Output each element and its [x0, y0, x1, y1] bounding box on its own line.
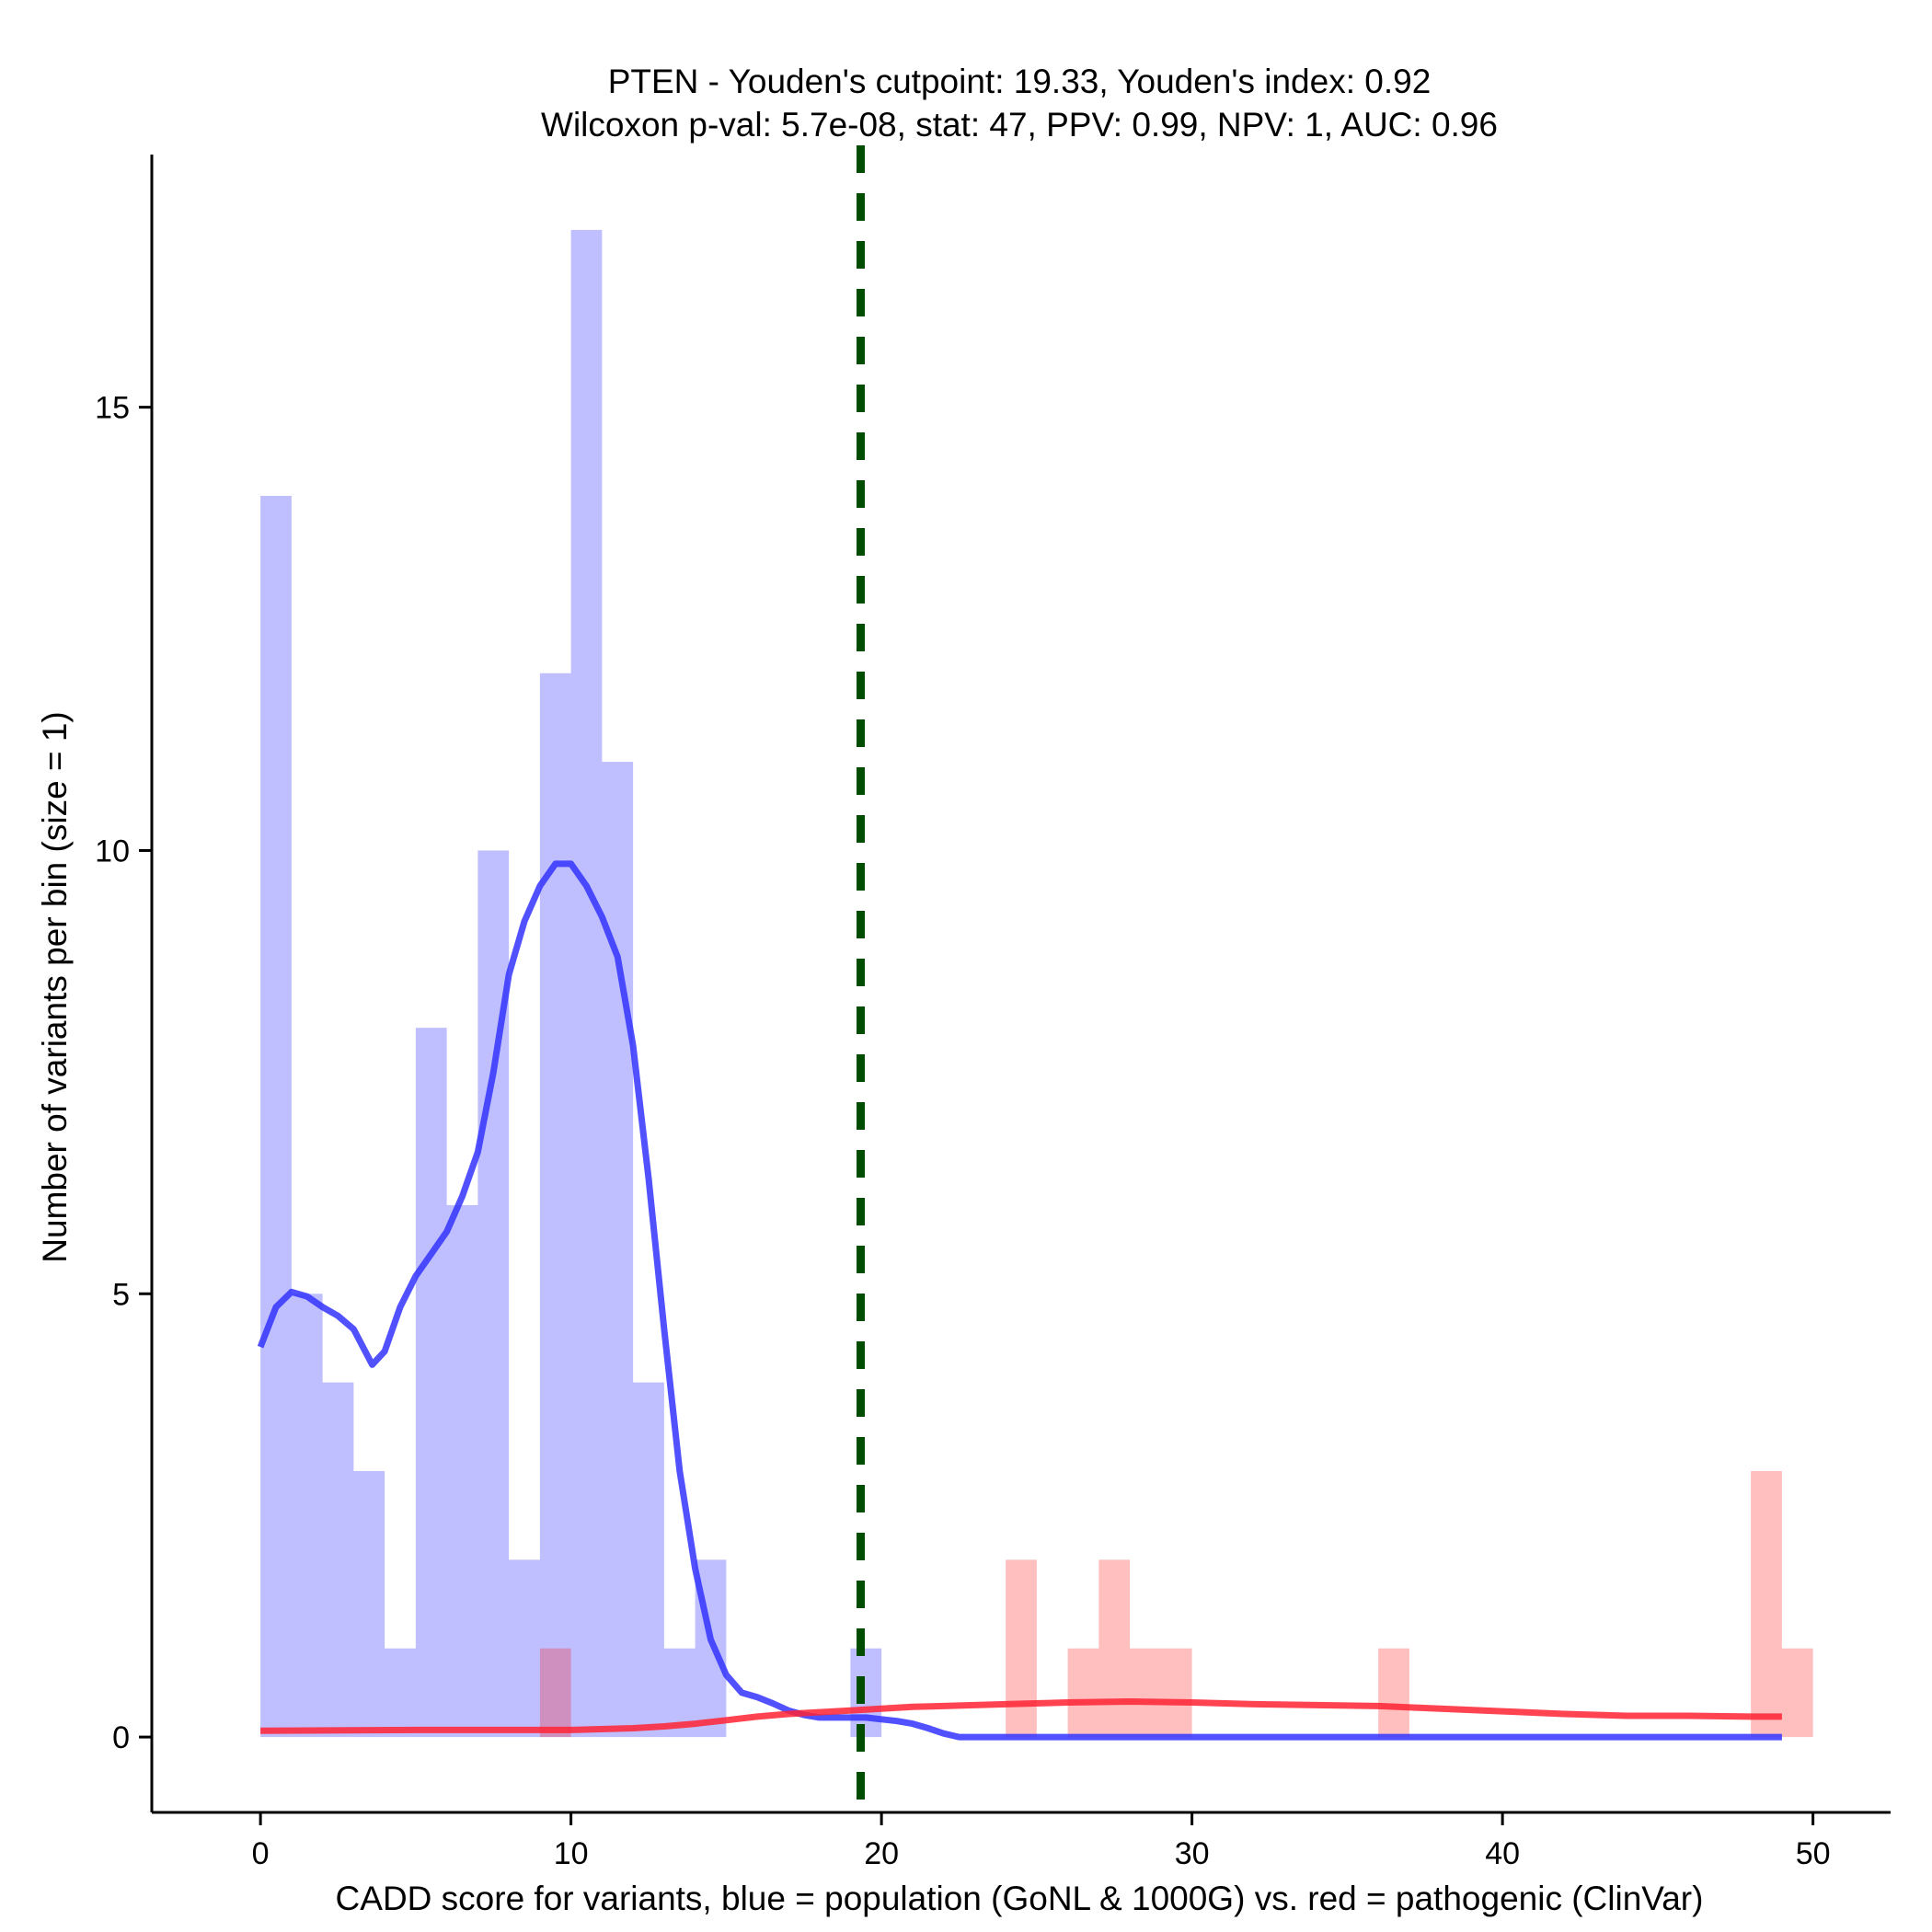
y-axis-label: Number of variants per bin (size = 1) [36, 711, 74, 1262]
population-bar [322, 1382, 354, 1738]
y-tick-label: 0 [112, 1720, 130, 1755]
x-axis-label: CADD score for variants, blue = populati… [336, 1880, 1704, 1917]
x-tick-label: 10 [554, 1836, 589, 1871]
pathogenic-bar [1098, 1559, 1131, 1738]
x-tick-label: 50 [1796, 1836, 1831, 1871]
population-bar [509, 1559, 540, 1738]
y-tick-label: 15 [95, 391, 130, 426]
pathogenic-bar [1781, 1648, 1813, 1738]
density-curves [257, 860, 1782, 1741]
population-bar [291, 1294, 323, 1738]
y-tick-label: 10 [95, 834, 130, 868]
population-bar [539, 673, 571, 1738]
y-axis-ticks: 0 5 10 15 [95, 391, 152, 1755]
x-tick-label: 40 [1485, 1836, 1520, 1871]
pathogenic-bar [1160, 1648, 1192, 1738]
population-bar [353, 1471, 385, 1738]
pathogenic-bar [1751, 1471, 1782, 1738]
pathogenic-bar [1006, 1559, 1037, 1738]
pathogenic-bar [539, 1648, 571, 1738]
population-bar [850, 1648, 882, 1738]
population-bar [446, 1204, 478, 1738]
pathogenic-bar [1378, 1648, 1409, 1738]
population-bar [260, 496, 292, 1738]
population-bar [570, 229, 603, 1738]
chart-title-line-1: PTEN - Youden's cutpoint: 19.33, Youden'… [608, 63, 1432, 100]
pathogenic-bars [539, 1471, 1813, 1738]
x-tick-label: 30 [1175, 1836, 1210, 1871]
population-bar [415, 1028, 447, 1738]
x-tick-label: 20 [864, 1836, 899, 1871]
pathogenic-bar [1067, 1648, 1099, 1738]
population-bar [633, 1382, 664, 1738]
population-bar [602, 762, 634, 1738]
pathogenic-density-curve [260, 1698, 1782, 1734]
chart-title-line-2: Wilcoxon p-val: 5.7e-08, stat: 47, PPV: … [541, 106, 1498, 144]
x-tick-label: 0 [252, 1836, 270, 1871]
y-tick-label: 5 [112, 1277, 130, 1312]
population-bars [260, 229, 882, 1738]
x-axis-ticks: 0 10 20 30 40 50 [252, 1812, 1831, 1871]
population-density-curve [257, 860, 1782, 1741]
pathogenic-bar [1130, 1648, 1161, 1738]
population-bar [385, 1648, 416, 1738]
